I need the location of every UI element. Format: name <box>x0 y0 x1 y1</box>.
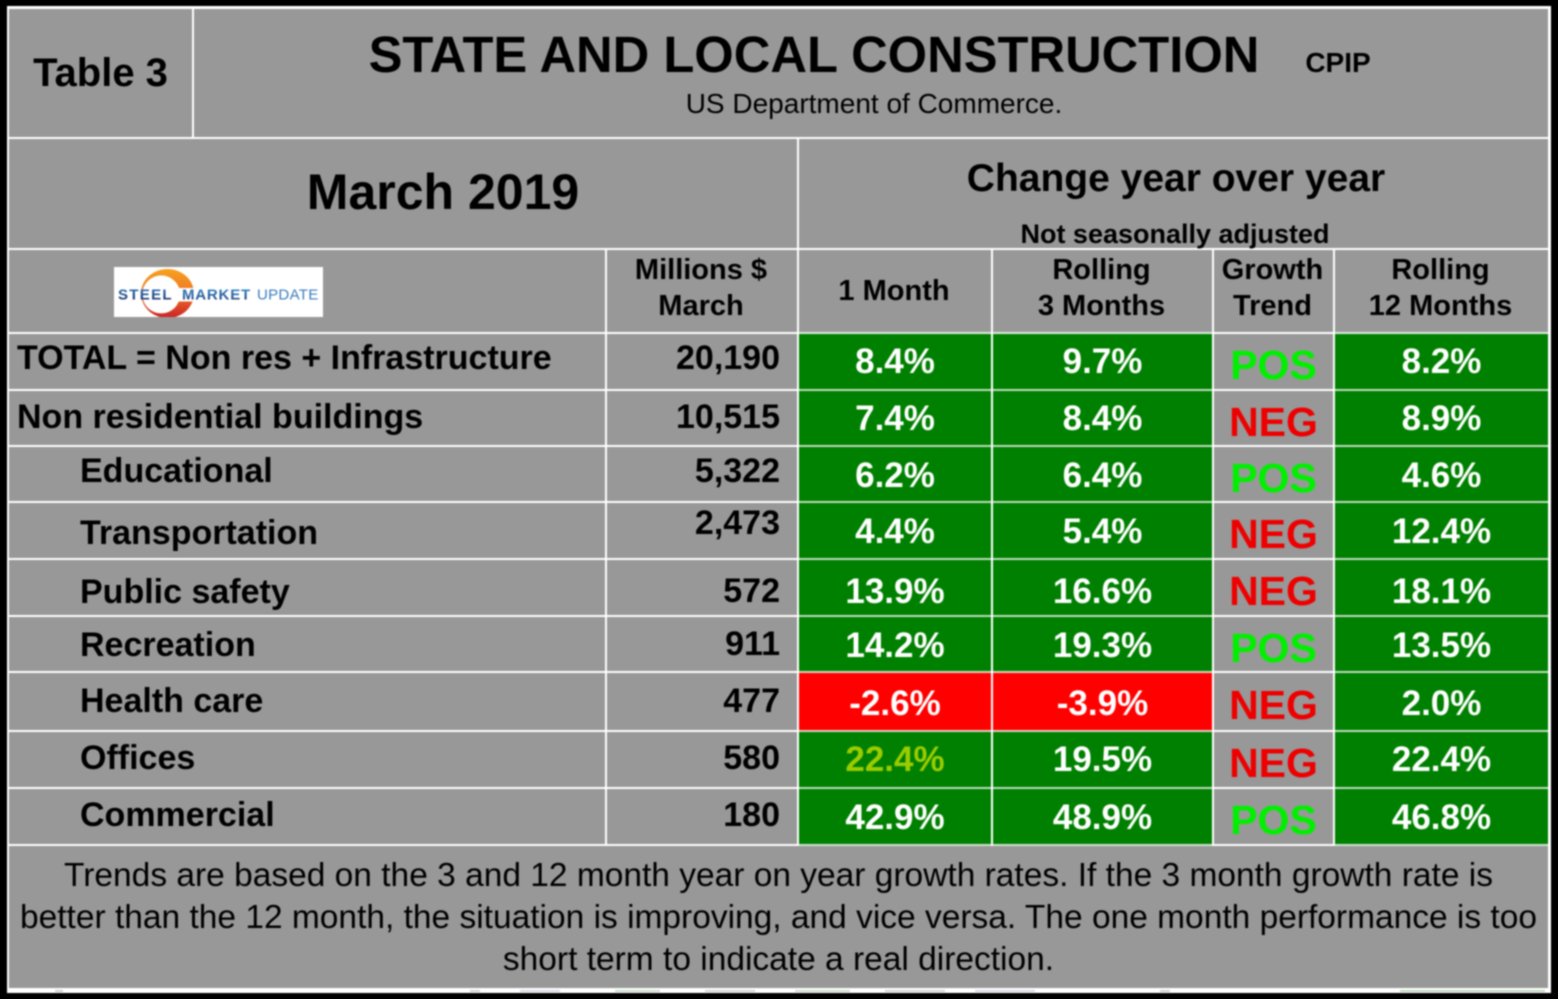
svg-text:STEEL: STEEL <box>118 287 173 304</box>
svg-text:MARKET: MARKET <box>182 287 251 304</box>
svg-text:UPDATE: UPDATE <box>257 287 319 304</box>
